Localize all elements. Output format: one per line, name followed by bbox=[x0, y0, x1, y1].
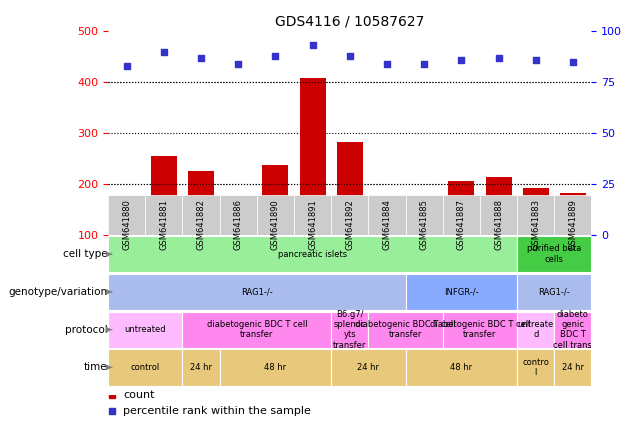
Text: contro
l: contro l bbox=[522, 358, 549, 377]
Bar bbox=[560, 194, 586, 286]
Bar bbox=[331, 195, 368, 235]
Text: pancreatic islets: pancreatic islets bbox=[278, 250, 347, 259]
Bar bbox=[188, 171, 214, 286]
Text: GSM641888: GSM641888 bbox=[494, 199, 503, 250]
Text: 24 hr: 24 hr bbox=[357, 363, 380, 372]
Point bbox=[270, 52, 280, 59]
Bar bbox=[108, 312, 183, 348]
Bar bbox=[108, 236, 517, 272]
Point bbox=[382, 60, 392, 67]
Bar bbox=[300, 78, 326, 286]
Bar bbox=[517, 195, 555, 235]
Point bbox=[121, 62, 132, 69]
Bar bbox=[219, 349, 331, 385]
Bar bbox=[555, 349, 591, 385]
Text: 48 hr: 48 hr bbox=[450, 363, 473, 372]
Text: B6.g7/
splenoc
yts
transfer: B6.g7/ splenoc yts transfer bbox=[333, 309, 366, 350]
Point bbox=[233, 60, 244, 67]
Text: GSM641891: GSM641891 bbox=[308, 199, 317, 250]
Text: 24 hr: 24 hr bbox=[190, 363, 212, 372]
Text: GSM641890: GSM641890 bbox=[271, 199, 280, 250]
Bar bbox=[108, 349, 183, 385]
Point bbox=[419, 60, 429, 67]
Point bbox=[196, 54, 206, 61]
Bar bbox=[406, 195, 443, 235]
Title: GDS4116 / 10587627: GDS4116 / 10587627 bbox=[275, 15, 424, 28]
Bar bbox=[406, 349, 517, 385]
Bar bbox=[108, 274, 406, 310]
Text: GSM641887: GSM641887 bbox=[457, 199, 466, 250]
Bar bbox=[108, 195, 145, 235]
Text: diabetogenic BDC T cell
transfer: diabetogenic BDC T cell transfer bbox=[430, 320, 530, 339]
Bar bbox=[448, 181, 474, 286]
Text: RAG1-/-: RAG1-/- bbox=[539, 287, 570, 297]
Text: time: time bbox=[84, 362, 107, 373]
Text: control: control bbox=[130, 363, 160, 372]
Text: untreate
d: untreate d bbox=[518, 320, 554, 339]
Bar bbox=[257, 195, 294, 235]
Bar bbox=[517, 274, 591, 310]
Text: purified beta
cells: purified beta cells bbox=[527, 245, 581, 264]
Bar bbox=[368, 312, 443, 348]
Bar bbox=[225, 204, 251, 286]
Bar bbox=[331, 312, 368, 348]
Bar bbox=[517, 312, 555, 348]
Bar bbox=[517, 236, 591, 272]
Text: INFGR-/-: INFGR-/- bbox=[444, 287, 479, 297]
Bar bbox=[443, 195, 480, 235]
Point bbox=[308, 42, 318, 49]
Text: GSM641886: GSM641886 bbox=[234, 199, 243, 250]
Text: 24 hr: 24 hr bbox=[562, 363, 584, 372]
Text: diabetogenic BDC T cell
transfer: diabetogenic BDC T cell transfer bbox=[207, 320, 307, 339]
Text: GSM641882: GSM641882 bbox=[197, 199, 205, 250]
Bar bbox=[331, 349, 406, 385]
Bar bbox=[411, 202, 437, 286]
Point bbox=[494, 54, 504, 61]
Text: diabetogenic BDC T cell
transfer: diabetogenic BDC T cell transfer bbox=[356, 320, 456, 339]
Point bbox=[345, 52, 355, 59]
Bar bbox=[294, 195, 331, 235]
Text: diabeto
genic
BDC T
cell trans: diabeto genic BDC T cell trans bbox=[553, 309, 592, 350]
Text: GSM641880: GSM641880 bbox=[122, 199, 131, 250]
Bar bbox=[555, 195, 591, 235]
Bar bbox=[114, 200, 140, 286]
Bar bbox=[151, 156, 177, 286]
Bar bbox=[183, 349, 219, 385]
Bar bbox=[368, 195, 406, 235]
Text: 48 hr: 48 hr bbox=[265, 363, 286, 372]
Bar bbox=[263, 165, 289, 286]
Text: GSM641889: GSM641889 bbox=[569, 199, 577, 250]
Text: untreated: untreated bbox=[125, 325, 166, 334]
Text: GSM641881: GSM641881 bbox=[160, 199, 169, 250]
Bar bbox=[219, 195, 257, 235]
Point bbox=[568, 58, 578, 65]
Text: GSM641884: GSM641884 bbox=[382, 199, 392, 250]
Bar bbox=[406, 274, 517, 310]
Bar bbox=[523, 188, 549, 286]
Bar bbox=[517, 349, 555, 385]
Text: GSM641892: GSM641892 bbox=[345, 199, 354, 250]
Text: percentile rank within the sample: percentile rank within the sample bbox=[123, 406, 311, 416]
Point bbox=[530, 56, 541, 63]
Bar bbox=[145, 195, 183, 235]
Bar bbox=[443, 312, 517, 348]
Text: RAG1-/-: RAG1-/- bbox=[241, 287, 273, 297]
Bar bbox=[337, 143, 363, 286]
Text: count: count bbox=[123, 390, 155, 400]
Bar bbox=[555, 312, 591, 348]
Point bbox=[159, 48, 169, 55]
Text: protocol: protocol bbox=[65, 325, 107, 335]
Point bbox=[456, 56, 466, 63]
Text: GSM641885: GSM641885 bbox=[420, 199, 429, 250]
Bar bbox=[374, 206, 400, 286]
Bar bbox=[485, 177, 511, 286]
Bar bbox=[183, 195, 219, 235]
Text: genotype/variation: genotype/variation bbox=[8, 287, 107, 297]
Text: GSM641883: GSM641883 bbox=[531, 199, 540, 250]
Bar bbox=[480, 195, 517, 235]
Bar bbox=[183, 312, 331, 348]
Text: cell type: cell type bbox=[63, 249, 107, 259]
